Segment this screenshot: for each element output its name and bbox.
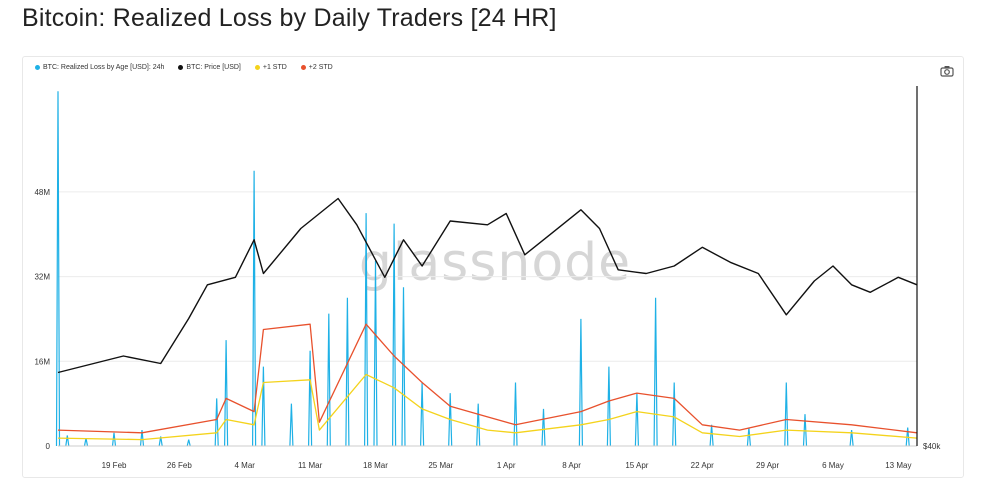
y-tick-label: 16M xyxy=(34,357,50,366)
series-layer xyxy=(55,91,918,447)
chart-legend: BTC: Realized Loss by Age [USD]: 24h BTC… xyxy=(35,64,333,71)
series-2-std xyxy=(57,323,918,434)
y-tick-label: 32M xyxy=(34,273,50,282)
x-tick-label: 19 Feb xyxy=(102,461,127,470)
legend-item-std1[interactable]: +1 STD xyxy=(254,64,287,71)
legend-item-realized-loss[interactable]: BTC: Realized Loss by Age [USD]: 24h xyxy=(35,64,164,71)
camera-icon[interactable] xyxy=(940,65,954,77)
legend-item-price[interactable]: BTC: Price [USD] xyxy=(178,64,241,71)
x-tick-label: 8 Apr xyxy=(562,461,581,470)
watermark: glassnode xyxy=(359,233,631,293)
x-tick-label: 29 Apr xyxy=(756,461,779,470)
x-tick-label: 22 Apr xyxy=(691,461,714,470)
series-1-std xyxy=(57,373,918,441)
x-tick-label: 25 Mar xyxy=(428,461,453,470)
legend-dot-icon xyxy=(300,65,306,70)
axes: 0 16M 32M 48M $40k 19 Feb 26 Feb 4 Mar 11 Mar 18 … xyxy=(34,86,941,470)
x-tick-label: 13 May xyxy=(885,461,911,470)
x-tick-label: 15 Apr xyxy=(625,461,648,470)
chart-card: BTC: Realized Loss by Age [USD]: 24h BTC… xyxy=(22,56,964,478)
y-right-tick-label: $40k xyxy=(923,442,941,451)
y-tick-label: 0 xyxy=(46,442,51,451)
x-tick-label: 26 Feb xyxy=(167,461,192,470)
legend-dot-icon xyxy=(254,65,260,70)
legend-label-realized-loss: BTC: Realized Loss by Age [USD]: 24h xyxy=(43,64,165,71)
legend-item-std2[interactable]: +2 STD xyxy=(300,64,333,71)
legend-label-price: BTC: Price [USD] xyxy=(186,64,241,71)
y-tick-label: 48M xyxy=(34,188,50,197)
x-tick-label: 18 Mar xyxy=(363,461,388,470)
legend-dot-icon xyxy=(178,65,184,70)
grid xyxy=(58,191,917,447)
x-tick-label: 11 Mar xyxy=(298,461,323,470)
page-title: Bitcoin: Realized Loss by Daily Traders … xyxy=(22,4,557,32)
legend-label-std2: +2 STD xyxy=(308,64,333,71)
x-tick-label: 6 May xyxy=(822,461,844,470)
x-tick-label: 1 Apr xyxy=(497,461,516,470)
legend-dot-icon xyxy=(35,65,40,70)
series-btc-price-usd xyxy=(57,197,918,374)
x-tick-label: 4 Mar xyxy=(235,461,256,470)
legend-label-std1: +1 STD xyxy=(262,64,287,71)
